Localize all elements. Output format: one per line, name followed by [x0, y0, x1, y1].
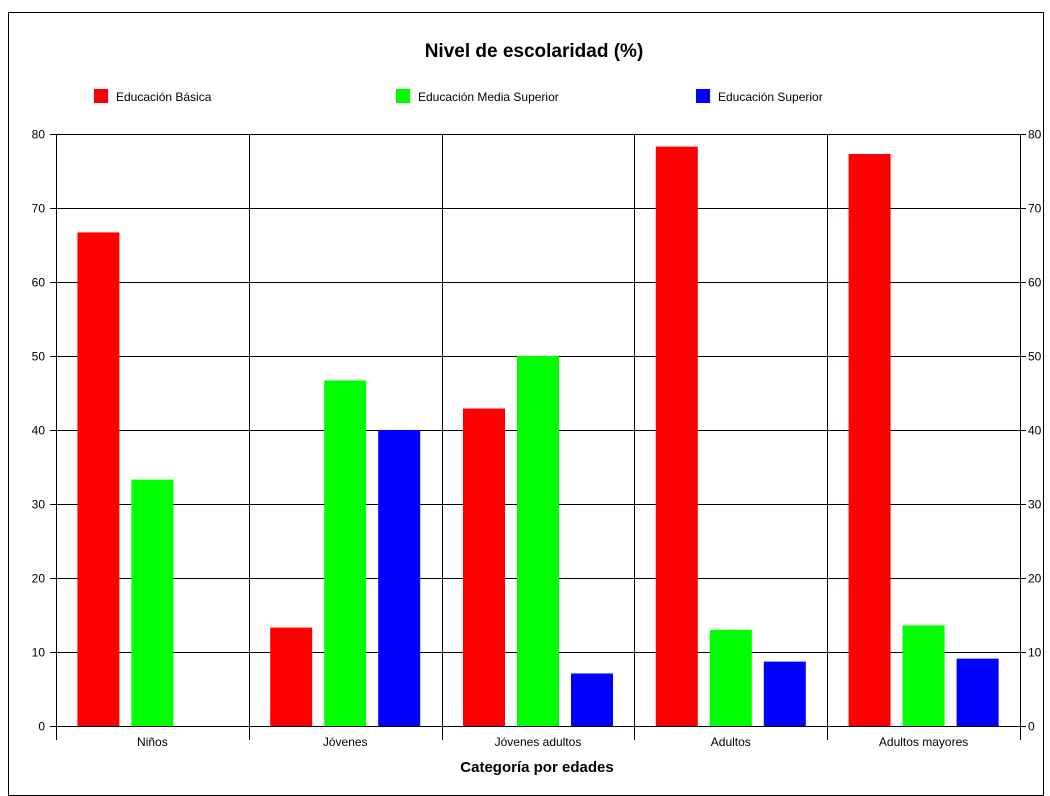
bar: [324, 380, 367, 726]
legend-label: Educación Superior: [718, 90, 823, 104]
y-axis-left-ticks: 0 10 20 30 40 50 60 70 80: [32, 128, 56, 734]
y-tick-label: 70: [32, 202, 46, 216]
x-tick-label: Adultos: [711, 735, 751, 749]
x-tick-label: Jóvenes adultos: [495, 735, 582, 749]
legend-label: Educación Media Superior: [418, 90, 559, 104]
chart-title: Nivel de escolaridad (%): [425, 41, 644, 62]
y-tick-label: 50: [32, 350, 46, 364]
bar: [902, 625, 945, 726]
y-tick-label: 20: [1028, 572, 1042, 586]
y-tick-label: 80: [1028, 128, 1042, 142]
bar: [517, 356, 559, 726]
y-tick-label: 40: [1028, 424, 1042, 438]
bar: [378, 430, 421, 726]
x-axis-label: Categoría por edades: [460, 759, 613, 776]
x-tick-label: Niños: [137, 735, 168, 749]
y-tick-label: 30: [32, 498, 46, 512]
bar: [270, 627, 313, 726]
x-tick-label: Adultos mayores: [879, 735, 968, 749]
y-tick-label: 10: [1028, 646, 1042, 660]
y-tick-label: 0: [1028, 720, 1035, 734]
y-axis-right-ticks: 0 10 20 30 40 50 60 70 80: [1020, 128, 1042, 734]
y-tick-label: 40: [32, 424, 46, 438]
y-tick-label: 60: [32, 276, 46, 290]
bar: [131, 479, 174, 726]
bar: [655, 146, 698, 726]
legend-swatch: [696, 89, 710, 103]
bar: [571, 673, 613, 726]
y-tick-label: 0: [38, 720, 45, 734]
y-tick-label: 50: [1028, 350, 1042, 364]
bar: [77, 232, 120, 727]
legend-swatch: [396, 89, 410, 103]
bar: [848, 153, 891, 727]
y-tick-label: 70: [1028, 202, 1042, 216]
bar: [763, 661, 806, 726]
y-tick-label: 80: [32, 128, 46, 142]
x-tick-label: Jóvenes: [323, 735, 368, 749]
y-tick-label: 60: [1028, 276, 1042, 290]
bars: [77, 146, 999, 727]
y-tick-label: 30: [1028, 498, 1042, 512]
y-tick-label: 10: [32, 646, 46, 660]
legend: Educación Básica Educación Media Superior…: [94, 89, 823, 104]
bar: [956, 658, 999, 726]
y-tick-label: 20: [32, 572, 46, 586]
legend-swatch: [94, 89, 108, 103]
legend-label: Educación Básica: [116, 90, 212, 104]
bar: [463, 408, 505, 726]
x-axis-ticks: Niños Jóvenes Jóvenes adultos Adultos Adulto…: [137, 735, 968, 749]
bar: [709, 629, 752, 726]
